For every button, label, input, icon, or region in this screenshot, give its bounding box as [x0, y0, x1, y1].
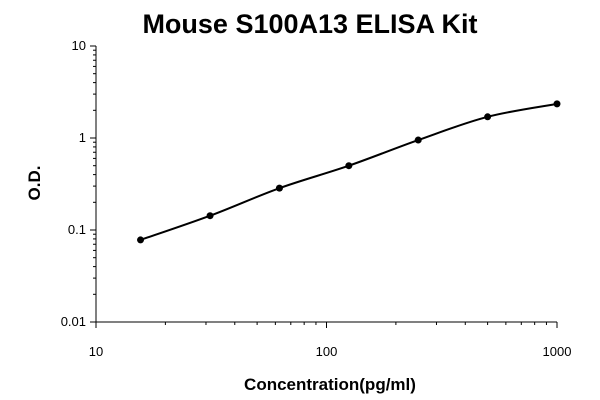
- data-point: [206, 212, 214, 220]
- data-point: [345, 162, 353, 170]
- y-tick-label: 0.1: [68, 222, 86, 237]
- data-point: [275, 184, 283, 192]
- y-tick-label: 1: [79, 130, 86, 145]
- fit-curve-line: [140, 102, 558, 241]
- y-axis-label: O.D.: [25, 166, 44, 201]
- y-tick-label: 0.01: [61, 314, 86, 329]
- x-tick-label: 1000: [543, 344, 572, 359]
- series: [137, 100, 561, 244]
- x-tick-label: 10: [89, 344, 103, 359]
- axes: [95, 46, 557, 323]
- x-tick-label: 100: [316, 344, 338, 359]
- data-point: [414, 136, 422, 144]
- y-tick-label: 10: [72, 38, 86, 53]
- x-axis-label: Concentration(pg/ml): [244, 375, 416, 394]
- ticks: 0.01 0.1 1 10 10 100 1000: [61, 38, 572, 359]
- data-point: [137, 236, 145, 244]
- chart-title: Mouse S100A13 ELISA Kit: [142, 9, 477, 39]
- data-point: [484, 113, 492, 121]
- data-point: [553, 100, 561, 108]
